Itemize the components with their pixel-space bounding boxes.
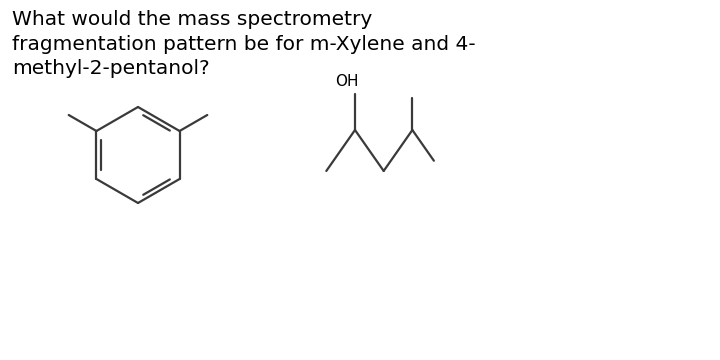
Text: OH: OH (335, 74, 359, 89)
Text: What would the mass spectrometry
fragmentation pattern be for m-Xylene and 4-
me: What would the mass spectrometry fragmen… (12, 10, 476, 78)
